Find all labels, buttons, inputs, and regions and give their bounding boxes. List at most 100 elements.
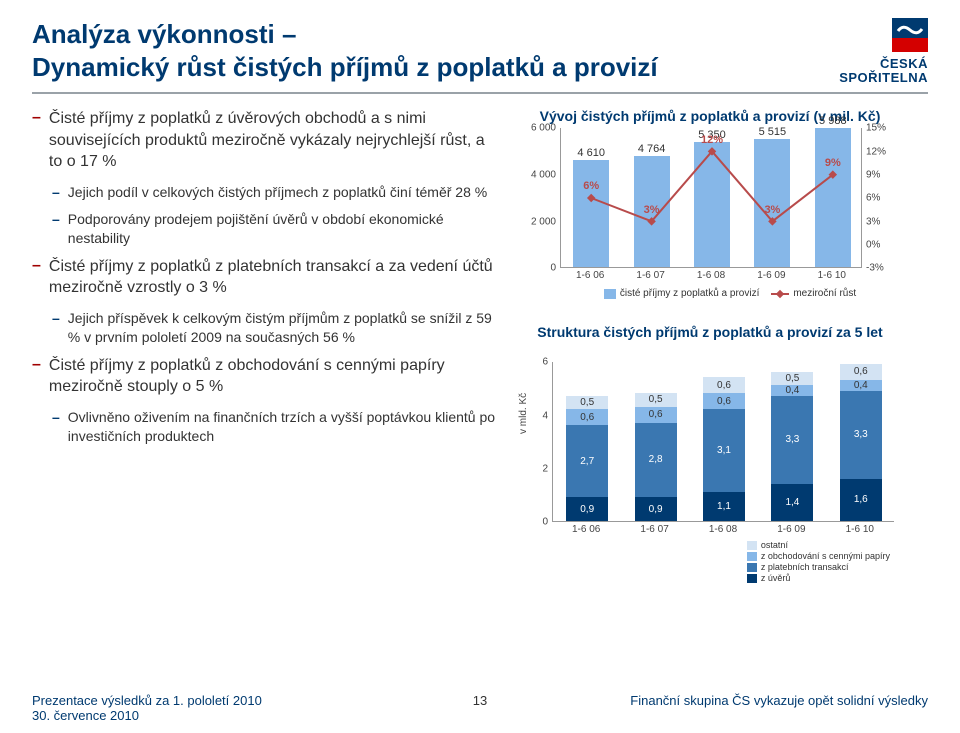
chart2-legend-item: z obchodování s cennými papíry [747,551,890,561]
chart2-segment: 0,5 [566,396,608,409]
chart1-ytick-left: 4 000 [520,169,556,180]
chart2-segment: 2,8 [635,423,677,498]
chart1-xtick: 1-6 08 [686,270,736,281]
bullet-dash: – [52,408,60,446]
chart2-segment: 3,3 [771,396,813,484]
chart1-legend: čisté příjmy z poplatků a provizí meziroč… [560,288,900,299]
header: Analýza výkonnosti – Dynamický růst čist… [32,18,928,94]
legend-swatch-icon [747,552,757,561]
chart1-pct-label: 3% [644,204,660,216]
chart1-plot: 4 6104 7645 3505 5155 9886%3%12%3%9% [560,128,862,268]
chart1-pct-label: 12% [701,134,723,146]
bullet: –Čisté příjmy z poplatků z platebních tr… [32,256,502,299]
legend-swatch-icon [747,574,757,583]
chart2-xtick: 1-6 09 [766,524,816,535]
bullet: –Čisté příjmy z poplatků z obchodování s… [32,355,502,398]
bullet: –Jejich příspěvek k celkovým čistým příj… [52,309,502,347]
chart2-segment: 1,1 [703,492,745,521]
chart2-segment: 1,4 [771,484,813,521]
bullet-text: Jejich příspěvek k celkovým čistým příjm… [68,309,502,347]
chart2-ytick: 0 [532,517,548,528]
bullet: –Ovlivněno oživením na finančních trzích… [52,408,502,446]
chart-1: 4 6104 7645 3505 5155 9886%3%12%3%9%02 0… [520,128,900,318]
chart1-ytick-left: 6 000 [520,123,556,134]
legend-label: z platebních transakcí [761,562,849,572]
bullet-dash: – [52,210,60,248]
chart2-xtick: 1-6 07 [630,524,680,535]
chart1-xtick: 1-6 07 [626,270,676,281]
bullet-dash: – [52,309,60,347]
chart1-ytick-right: 15% [866,123,900,134]
chart2-ytick: 4 [532,410,548,421]
title-line-2: Dynamický růst čistých příjmů z poplatků… [32,51,808,84]
footer-left: Prezentace výsledků za 1. pololetí 2010 … [32,693,262,723]
bullet-text: Ovlivněno oživením na finančních trzích … [68,408,502,446]
chart1-xtick: 1-6 06 [565,270,615,281]
chart1-ytick-left: 0 [520,263,556,274]
chart2-legend-item: z úvěrů [747,573,890,583]
chart2-stack: 1,13,10,60,6 [703,377,745,521]
slide: Analýza výkonnosti – Dynamický růst čist… [0,0,960,733]
chart-2-title: Struktura čistých příjmů z poplatků a pr… [520,324,900,340]
chart2-segment: 0,6 [566,409,608,425]
chart2-segment: 3,3 [840,391,882,479]
chart2-ytick: 6 [532,357,548,368]
bullet-text: Čisté příjmy z poplatků z obchodování s … [49,355,502,398]
chart1-ytick-right: 0% [866,239,900,250]
left-column: –Čisté příjmy z poplatků z úvěrových obc… [32,108,502,600]
chart1-ytick-right: 3% [866,216,900,227]
bullet: –Čisté příjmy z poplatků z úvěrových obc… [32,108,502,173]
chart2-legend-item: z platebních transakcí [747,562,890,572]
chart1-legend-bars: čisté příjmy z poplatků a provizí [604,288,760,299]
chart1-ytick-right: 6% [866,193,900,204]
chart1-ytick-right: -3% [866,263,900,274]
bullet-dash: – [32,108,41,173]
bullet: –Jejich podíl v celkových čistých příjme… [52,183,502,202]
chart1-xtick: 1-6 09 [746,270,796,281]
bullet-text: Podporovány prodejem pojištění úvěrů v o… [68,210,502,248]
chart1-axis-right [861,128,862,268]
chart2-segment: 2,7 [566,425,608,497]
bullet-text: Čisté příjmy z poplatků z úvěrových obch… [49,108,502,173]
chart1-pct-label: 3% [764,204,780,216]
chart1-pct-label: 6% [583,180,599,192]
chart2-segment: 0,9 [635,497,677,521]
chart-1-box: Vývoj čistých příjmů z poplatků a proviz… [520,108,900,318]
legend-label: z úvěrů [761,573,791,583]
title-block: Analýza výkonnosti – Dynamický růst čist… [32,18,808,83]
footer-page: 13 [473,693,487,708]
chart2-segment: 0,5 [635,393,677,406]
chart1-xlabels: 1-6 06 1-6 07 1-6 08 1-6 09 1-6 10 [560,270,862,286]
legend-label: ostatní [761,540,788,550]
chart2-stack: 1,43,30,40,5 [771,372,813,521]
chart2-segment: 0,6 [635,407,677,423]
bullet-list: –Čisté příjmy z poplatků z úvěrových obc… [32,108,502,445]
chart2-ytick: 2 [532,463,548,474]
chart2-xtick: 1-6 06 [561,524,611,535]
bullet-text: Jejich podíl v celkových čistých příjmec… [68,183,487,202]
chart1-ytick-left: 2 000 [520,216,556,227]
legend-label: meziroční růst [793,288,856,299]
chart1-xtick: 1-6 10 [807,270,857,281]
chart2-segment: 3,1 [703,409,745,492]
legend-swatch-icon [604,289,616,299]
chart2-segment: 1,6 [840,479,882,522]
chart2-segment: 0,4 [840,380,882,391]
bullet-text: Čisté příjmy z poplatků z platebních tra… [49,256,502,299]
chart1-ytick-right: 9% [866,169,900,180]
bullet-dash: – [32,355,41,398]
content: –Čisté příjmy z poplatků z úvěrových obc… [32,108,928,600]
chart2-stack: 1,63,30,40,6 [840,364,882,521]
chart1-legend-line: meziroční růst [771,288,856,299]
chart1-ytick-right: 12% [866,146,900,157]
footer: Prezentace výsledků za 1. pololetí 2010 … [32,693,928,723]
bullet-dash: – [52,183,60,202]
chart1-pct-label: 9% [825,157,841,169]
chart2-segment: 0,5 [771,372,813,385]
logo-text-1: ČESKÁ [808,57,928,71]
footer-left-1: Prezentace výsledků za 1. pololetí 2010 [32,693,262,708]
chart2-segment: 0,6 [703,393,745,409]
chart2-xlabels: 1-6 061-6 071-6 081-6 091-6 10 [552,524,894,538]
legend-label: čisté příjmy z poplatků a provizí [620,288,760,299]
chart2-xtick: 1-6 08 [698,524,748,535]
